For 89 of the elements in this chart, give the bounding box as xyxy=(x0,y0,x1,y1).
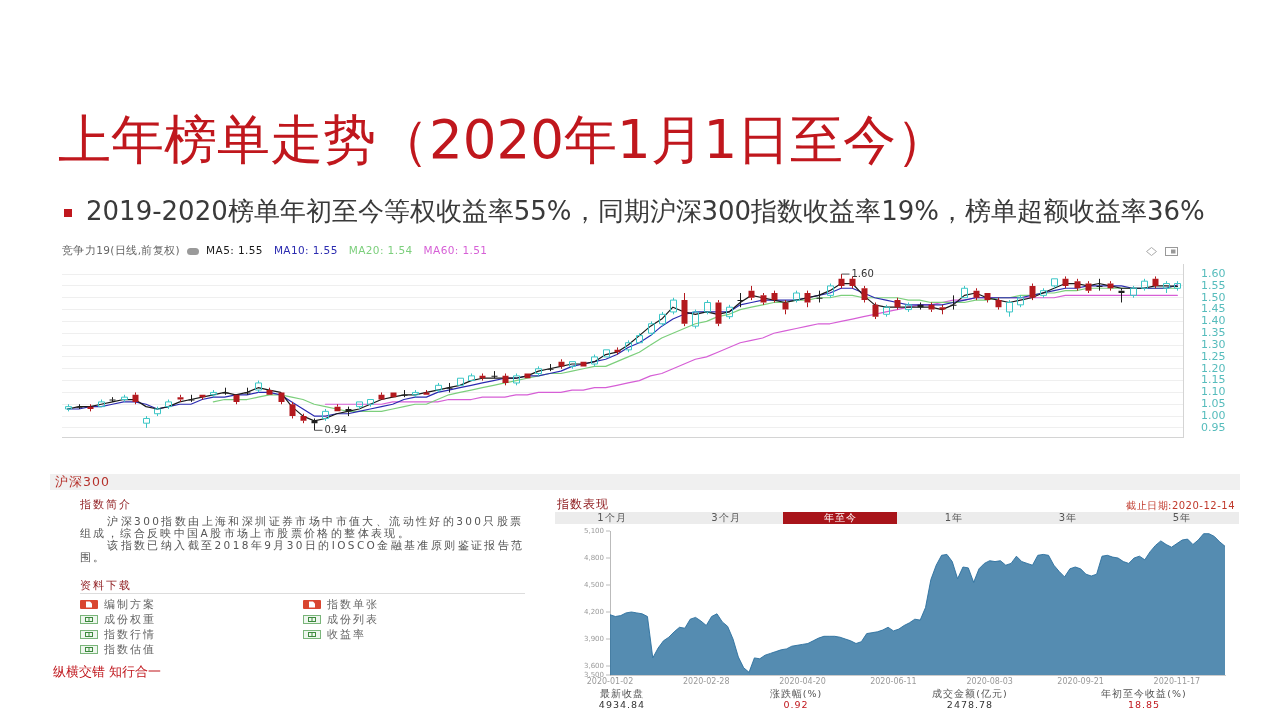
candlestick xyxy=(502,372,509,386)
y-tick-label: 1.25 xyxy=(1201,349,1226,363)
x-tick-label: 2020-01-02 xyxy=(586,676,634,686)
candlestick xyxy=(233,394,240,405)
text: 指数行情 xyxy=(104,628,156,641)
candlestick xyxy=(894,297,901,311)
text: MA5: 1.55 xyxy=(206,244,263,256)
candlestick xyxy=(1152,275,1159,289)
candlestick xyxy=(681,292,688,327)
candlestick xyxy=(737,292,744,308)
y-tick-label: 1.30 xyxy=(1201,337,1226,351)
candlestick xyxy=(1085,280,1092,294)
text: 1年 xyxy=(944,512,964,524)
y-tick-label: 1.60 xyxy=(1201,266,1226,280)
y-tick-label: 1.00 xyxy=(1201,408,1226,422)
candlestick xyxy=(1074,278,1081,292)
text: 最新收盘 xyxy=(600,688,644,700)
text: 0.92 xyxy=(783,699,809,711)
candlestick xyxy=(995,297,1002,311)
annotation: 1.60 xyxy=(851,267,874,279)
candlestick xyxy=(961,285,968,299)
candlestick xyxy=(973,287,980,301)
text: 编制方案 xyxy=(104,598,156,611)
candlestick xyxy=(367,399,374,408)
text: MA20: 1.54 xyxy=(348,244,413,256)
candlestick xyxy=(838,273,845,289)
candlestick xyxy=(266,387,273,395)
text: MA10: 1.55 xyxy=(273,244,338,256)
candlestick xyxy=(132,391,139,405)
text: 沪深300指数由上海和深圳证券市场中市值大、流动性好的300只股票组成，综合反映中国A股市场上市股票价格的整体表现。 xyxy=(80,515,525,539)
y-tick-label: 1.05 xyxy=(1201,397,1226,411)
x-tick-label: 2020-02-28 xyxy=(683,676,730,686)
y-tick-label: 1.20 xyxy=(1201,361,1226,375)
text: 3年 xyxy=(1058,512,1078,524)
text: 资料下载 xyxy=(80,579,132,593)
candlestick xyxy=(636,332,643,344)
text: 收益率 xyxy=(327,628,366,641)
y-tick-label: 1.45 xyxy=(1201,302,1226,316)
text: 沪深300 xyxy=(55,474,110,490)
candlestick xyxy=(378,391,385,400)
text: 该指数已纳入截至2018年9月30日的IOSCO金融基准原则鉴证报告范围。 xyxy=(80,539,526,563)
text: MA60: 1.51 xyxy=(423,244,488,256)
text: 指数简介 xyxy=(80,498,132,512)
text: 年至今 xyxy=(823,512,857,524)
candlestick xyxy=(748,285,755,301)
text: 指数估值 xyxy=(104,643,156,656)
y-tick-label: 0.95 xyxy=(1201,420,1226,434)
text: 指数单张 xyxy=(327,598,379,611)
y-tick-label: 1.55 xyxy=(1201,278,1226,292)
candlestick xyxy=(804,290,811,308)
chart-title: 指数表现 xyxy=(557,497,609,512)
candlestick xyxy=(278,392,285,405)
chart-subtitle: 2019-2020榜单年初至今等权收益率55%，同期沪深300指数收益率19%，榜单超额收益率36% xyxy=(86,196,1205,227)
y-tick-label: 1.40 xyxy=(1201,314,1226,328)
candlestick xyxy=(872,301,879,320)
candlestick xyxy=(950,294,957,311)
annotation: 0.94 xyxy=(324,423,347,435)
candlestick xyxy=(760,292,767,306)
x-tick-label: 2020-08-03 xyxy=(966,676,1013,686)
chart-subtitle: 截止日期:2020-12-14 xyxy=(1126,500,1235,512)
text: 4934.84 xyxy=(598,699,646,711)
text: 1个月 xyxy=(597,512,627,524)
x-tick-label: 2020-04-20 xyxy=(779,676,826,686)
text: 年初至今收益(%) xyxy=(1101,688,1187,700)
candlestick xyxy=(1062,275,1069,289)
text: 18.85 xyxy=(1127,699,1161,711)
candlestick xyxy=(423,389,430,395)
y-tick-label: 1.15 xyxy=(1201,373,1226,387)
chart-title: 上年榜单走势（2020年1月1日至今） xyxy=(58,109,950,171)
text: 涨跌幅(%) xyxy=(769,688,823,700)
candlestick xyxy=(356,401,363,410)
x-tick-label: 2020-06-11 xyxy=(870,676,917,686)
text: 成份权重 xyxy=(104,613,156,626)
candlestick xyxy=(569,361,576,370)
y-tick-label: 1.10 xyxy=(1201,385,1226,399)
text: 成份列表 xyxy=(327,613,379,626)
legend-title: 竞争力19(日线,前复权) xyxy=(62,244,181,256)
y-tick-label: 1.35 xyxy=(1201,326,1226,340)
x-tick-label: 2020-09-21 xyxy=(1057,676,1104,686)
text: 成交金额(亿元) xyxy=(932,688,1008,700)
candlestick xyxy=(468,372,475,382)
text: 纵横交错 知行合一 xyxy=(53,664,162,680)
x-tick-label: 2020-11-17 xyxy=(1153,676,1201,686)
text: 2478.78 xyxy=(946,699,994,711)
text: 3个月 xyxy=(711,512,741,524)
y-tick-label: 1.50 xyxy=(1201,290,1226,304)
text: 5年 xyxy=(1172,512,1192,524)
candlestick xyxy=(928,301,935,313)
candlestick xyxy=(984,293,991,303)
